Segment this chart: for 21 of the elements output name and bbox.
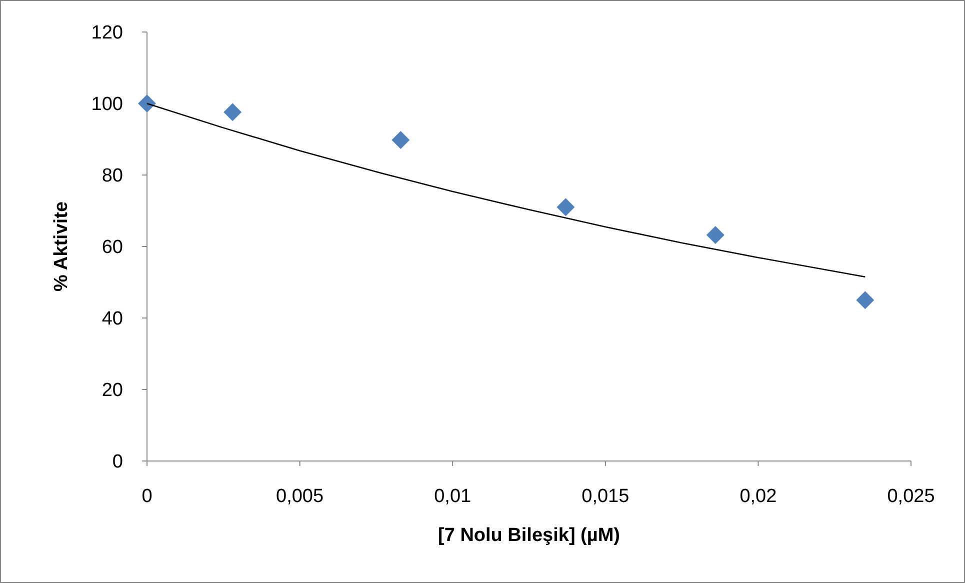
y-tick-label: 120 bbox=[91, 22, 123, 44]
x-tick-label: 0 bbox=[142, 486, 152, 507]
point bbox=[856, 291, 874, 310]
y-tick-label: 60 bbox=[102, 237, 123, 258]
point bbox=[392, 130, 410, 149]
x-tick-label: 0,01 bbox=[434, 486, 472, 507]
x-tick-label: 0,015 bbox=[582, 486, 630, 507]
x-tick-label: 0,005 bbox=[276, 486, 324, 507]
y-tick-label: 20 bbox=[102, 380, 123, 402]
y-axis-title: % Aktivite bbox=[51, 201, 72, 292]
point bbox=[556, 198, 575, 216]
point bbox=[706, 226, 724, 244]
point bbox=[224, 103, 242, 122]
point bbox=[138, 94, 156, 112]
x-axis-title: [7 Nolu Bileşik] (µM) bbox=[438, 525, 620, 546]
y-tick-label: 40 bbox=[102, 308, 123, 330]
y-tick-label: 0 bbox=[112, 452, 123, 473]
y-tick-label: 80 bbox=[102, 166, 123, 187]
x-tick-label: 0,025 bbox=[887, 486, 935, 507]
y-tick-label: 100 bbox=[91, 94, 123, 116]
x-tick-label: 0,02 bbox=[740, 486, 777, 507]
